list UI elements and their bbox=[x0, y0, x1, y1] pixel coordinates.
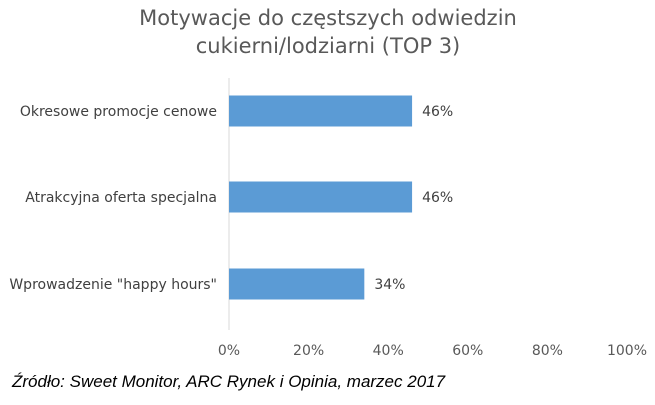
chart-title: Motywacje do częstszych odwiedzin cukiern… bbox=[139, 6, 517, 58]
x-tick-label: 100% bbox=[607, 343, 647, 359]
category-label: Wprowadzenie "happy hours" bbox=[9, 277, 217, 293]
chart-axis: 0% 20% 40% 60% 80% 100% bbox=[218, 78, 647, 359]
category-label: Atrakcyjna oferta specjalna bbox=[25, 190, 217, 206]
bar bbox=[229, 181, 413, 213]
bar bbox=[229, 95, 413, 127]
chart-title-line-1: Motywacje do częstszych odwiedzin bbox=[139, 6, 517, 30]
data-label: 46% bbox=[422, 104, 453, 120]
source-note: Źródło: Sweet Monitor, ARC Rynek i Opini… bbox=[12, 372, 446, 391]
category-label: Okresowe promocje cenowe bbox=[20, 104, 217, 120]
x-tick-label: 60% bbox=[452, 343, 483, 359]
x-tick-label: 80% bbox=[532, 343, 563, 359]
data-label: 34% bbox=[374, 277, 405, 293]
chart-title-line-2: cukierni/lodziarni (TOP 3) bbox=[196, 34, 461, 58]
x-tick-label: 0% bbox=[218, 343, 240, 359]
x-tick-label: 20% bbox=[293, 343, 324, 359]
data-label: 46% bbox=[422, 190, 453, 206]
bar bbox=[229, 268, 365, 300]
x-tick-label: 40% bbox=[373, 343, 404, 359]
chart-labels: 46% Okresowe promocje cenowe 46% Atrakcyjna… bbox=[9, 104, 453, 293]
chart-bars bbox=[229, 95, 413, 300]
